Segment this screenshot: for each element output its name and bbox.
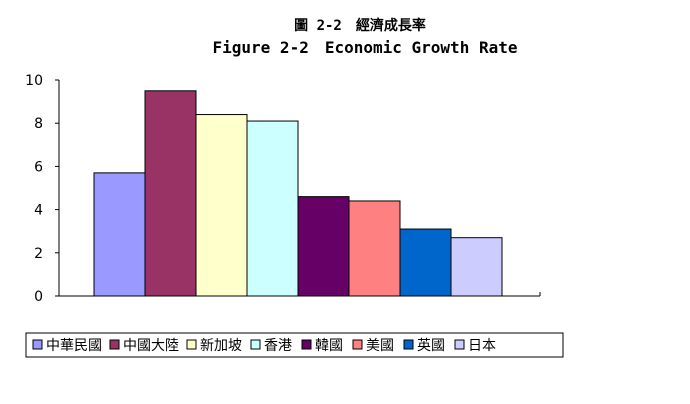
- legend-label: 美國: [366, 338, 394, 354]
- legend-label: 韓國: [315, 338, 343, 354]
- bar-6: [348, 200, 401, 297]
- legend-swatch: [352, 339, 363, 350]
- legend-swatch: [32, 339, 43, 350]
- y-tick-label: 8: [34, 116, 43, 132]
- y-tick-label: 10: [25, 73, 43, 89]
- legend-label: 香港: [264, 338, 292, 354]
- bar-1: [93, 172, 146, 297]
- y-tick-label: 2: [34, 246, 43, 262]
- legend-swatch: [250, 339, 261, 350]
- legend-swatch: [301, 339, 312, 350]
- bar-2: [144, 90, 197, 297]
- legend-label: 日本: [468, 338, 496, 354]
- legend-label: 新加坡: [200, 338, 242, 354]
- legend-label: 中國大陸: [123, 338, 179, 354]
- y-tick-label: 4: [34, 203, 43, 219]
- y-tick-label: 6: [34, 159, 43, 175]
- chart-subtitle: Figure 2-2 Economic Growth Rate: [212, 38, 518, 57]
- bar-7: [399, 228, 452, 297]
- bar-4: [246, 120, 299, 297]
- legend-label: 英國: [417, 337, 445, 354]
- legend-swatch: [186, 339, 197, 350]
- chart-titles: 圖 2-2 經濟成長率 Figure 2-2 Economic Growth R…: [0, 16, 690, 60]
- bar-3: [195, 114, 248, 297]
- legend-swatch: [403, 339, 414, 350]
- bar-8: [450, 237, 503, 297]
- legend-swatch: [454, 339, 465, 350]
- legend-label: 中華民國: [46, 338, 102, 354]
- y-tick-label: 0: [34, 289, 43, 305]
- bar-5: [297, 196, 350, 297]
- legend-swatch: [109, 339, 120, 350]
- chart-title: 圖 2-2 經濟成長率: [294, 18, 426, 34]
